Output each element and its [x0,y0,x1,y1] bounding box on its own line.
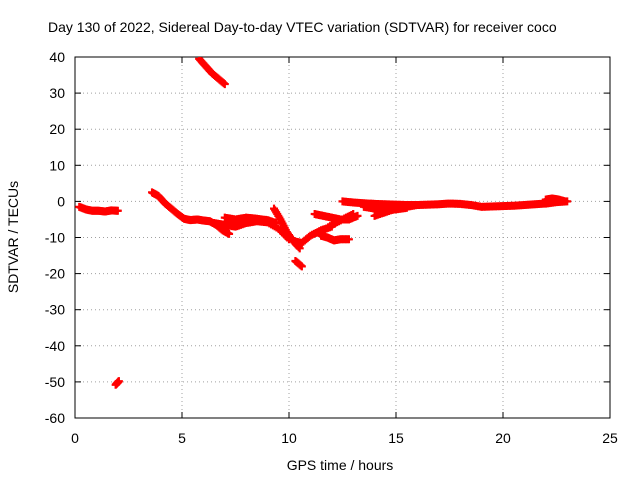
y-tick-label: -30 [45,302,65,318]
series-trace-3 [148,188,234,238]
data-point [225,229,234,238]
x-axis-label: GPS time / hours [287,457,394,473]
series-trace-7 [291,256,306,271]
series-trace-15 [370,201,422,220]
y-tick-label: 10 [49,157,65,173]
y-tick-label: -40 [45,338,65,354]
y-axis-label: SDTVAR / TECUs [5,181,21,293]
data-point [561,197,570,206]
y-tick-label: -10 [45,230,65,246]
x-tick-label: 25 [602,430,618,446]
y-tick-label: 30 [49,85,65,101]
y-tick-label: -20 [45,266,65,282]
series-trace-16 [541,194,570,206]
data-point [349,210,358,219]
x-tick-label: 0 [71,430,79,446]
y-tick-label: -60 [45,410,65,426]
data-point [297,262,306,271]
y-tick-label: 20 [49,121,65,137]
data-point [220,80,229,89]
series-trace-8 [195,57,229,89]
data-point [113,206,122,215]
x-tick-label: 20 [495,430,511,446]
x-tick-label: 5 [178,430,186,446]
x-tick-label: 15 [388,430,404,446]
grid-layer [75,57,610,418]
series-trace-2 [111,377,123,389]
chart-title: Day 130 of 2022, Sidereal Day-to-day VTE… [48,19,557,35]
data-point [114,377,123,386]
data-point [413,201,422,210]
series-trace-1 [75,202,122,216]
series-trace-12 [317,210,358,237]
y-tick-label: 40 [49,49,65,65]
y-tick-label: -50 [45,374,65,390]
series-trace-11 [317,231,353,245]
y-tick-label: 0 [57,193,65,209]
data-layer [75,57,572,389]
data-point [344,235,353,244]
tick-layer: 0 5 10 15 20 25 -60 -50 -40 -30 -20 -10 0 10 20 30 40 [45,49,618,446]
x-tick-label: 10 [281,430,297,446]
